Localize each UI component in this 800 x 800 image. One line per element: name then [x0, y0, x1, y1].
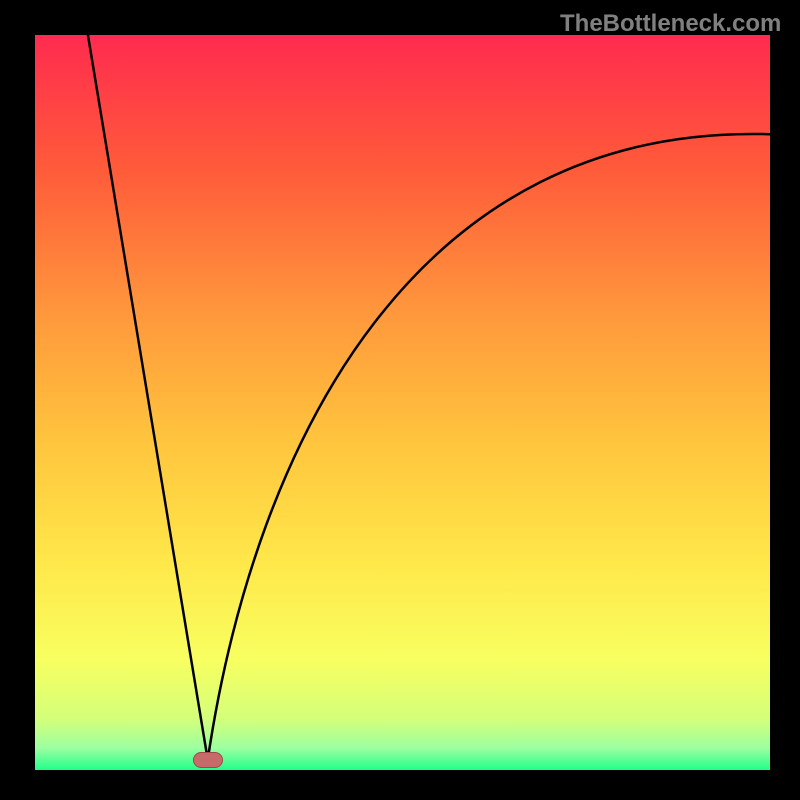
- vertex-marker: [193, 752, 223, 768]
- bottleneck-curve: [0, 0, 800, 800]
- watermark-text: TheBottleneck.com: [560, 10, 781, 38]
